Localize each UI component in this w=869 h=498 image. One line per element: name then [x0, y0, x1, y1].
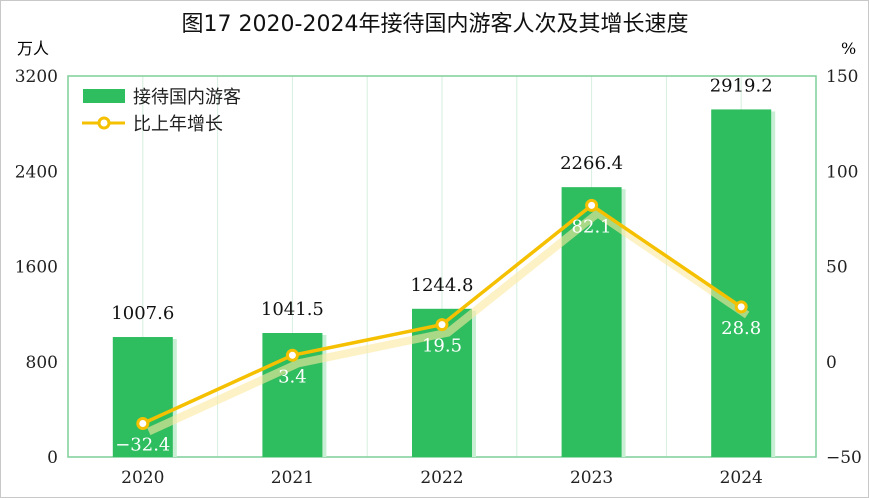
- right-tick-label: 50: [826, 258, 848, 278]
- line-glow: [147, 208, 750, 436]
- x-tick-label: 2022: [420, 468, 463, 488]
- line-marker: [136, 416, 150, 430]
- left-tick-label: 0: [47, 448, 58, 468]
- right-axis-unit: %: [841, 39, 856, 58]
- legend-line-label: 比上年增长: [133, 114, 223, 135]
- right-tick-label: 100: [826, 162, 858, 182]
- bar-value-label: 1244.8: [411, 275, 474, 296]
- legend-bar-swatch: [83, 89, 125, 103]
- line-value-label: −32.4: [115, 434, 170, 455]
- left-tick-label: 800: [26, 353, 58, 373]
- line-value-label: 82.1: [572, 216, 612, 237]
- right-tick-label: −50: [826, 448, 862, 468]
- bar: [711, 109, 772, 458]
- left-tick-label: 3200: [15, 67, 58, 87]
- chart-title: 图17 2020-2024年接待国内游客人次及其增长速度: [182, 12, 689, 37]
- line-value-label: 3.4: [278, 366, 307, 387]
- bar-value-label: 2919.2: [710, 75, 773, 96]
- legend-bar-label: 接待国内游客: [133, 87, 241, 108]
- left-axis-unit: 万人: [17, 39, 49, 58]
- bar-value-label: 2266.4: [560, 153, 623, 174]
- left-tick-label: 1600: [15, 258, 58, 278]
- bar-value-label: 1041.5: [261, 299, 324, 320]
- right-tick-label: 150: [826, 67, 858, 87]
- line-value-label: 28.8: [721, 318, 761, 339]
- bar: [112, 337, 173, 457]
- line-marker: [435, 318, 449, 332]
- x-tick-label: 2020: [121, 468, 164, 488]
- left-tick-label: 2400: [15, 162, 58, 182]
- legend: 接待国内游客 比上年增长: [82, 87, 241, 135]
- line-marker: [585, 198, 599, 212]
- line-value-label: 19.5: [422, 336, 462, 357]
- line-marker: [734, 300, 748, 314]
- right-tick-label: 0: [826, 353, 837, 373]
- x-tick-label: 2021: [271, 468, 314, 488]
- legend-line-marker: [97, 116, 111, 130]
- x-tick-label: 2024: [720, 468, 763, 488]
- line-marker: [285, 348, 299, 362]
- x-tick-label: 2023: [570, 468, 613, 488]
- bar-value-label: 1007.6: [111, 303, 174, 324]
